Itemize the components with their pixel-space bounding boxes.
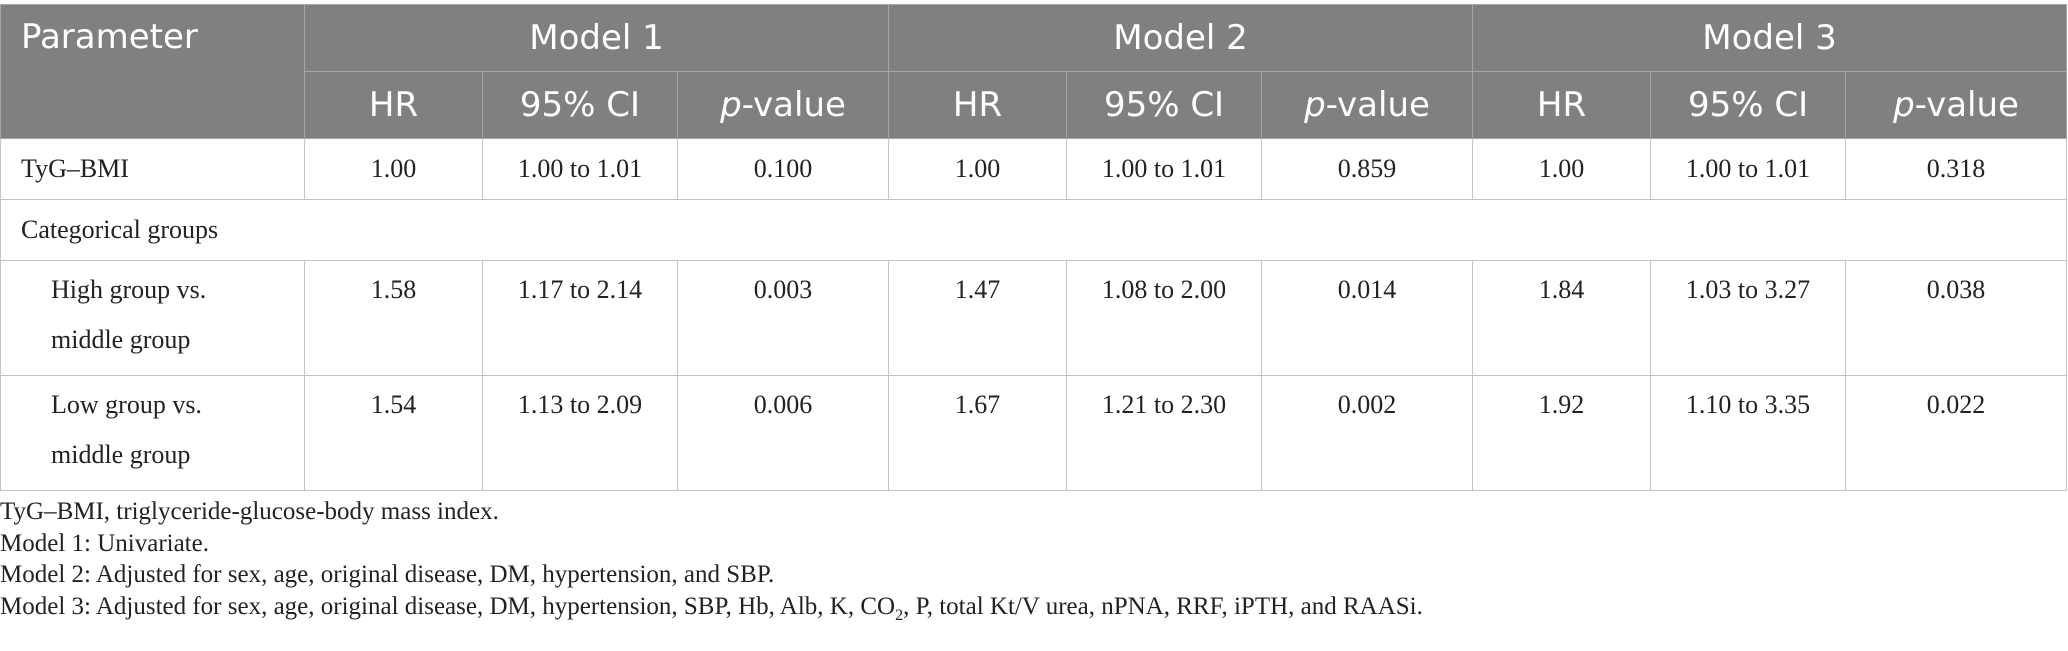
cell-pvalue: 0.014 bbox=[1261, 260, 1474, 376]
cell-hr: 1.00 bbox=[888, 138, 1068, 200]
section-label: Categorical groups bbox=[0, 199, 2068, 261]
row-label: Low group vs. middle group bbox=[0, 375, 305, 491]
header-hr: HR bbox=[888, 71, 1068, 139]
cell-ci: 1.10 to 3.35 bbox=[1650, 375, 1847, 491]
footnote-model-2: Model 2: Adjusted for sex, age, original… bbox=[0, 561, 775, 588]
header-pvalue: p-value bbox=[676, 71, 890, 139]
cell-hr: 1.00 bbox=[1472, 138, 1652, 200]
header-ci: 95% CI bbox=[482, 71, 678, 139]
cell-pvalue: 0.859 bbox=[1261, 138, 1474, 200]
header-ci: 95% CI bbox=[1650, 71, 1847, 139]
cell-pvalue: 0.022 bbox=[1845, 375, 2068, 491]
header-pvalue: p-value bbox=[1845, 71, 2068, 139]
cell-hr: 1.67 bbox=[888, 375, 1068, 491]
header-model-3: Model 3 bbox=[1472, 4, 2068, 72]
cell-ci: 1.00 to 1.01 bbox=[1066, 138, 1263, 200]
header-hr: HR bbox=[304, 71, 483, 139]
cell-hr: 1.00 bbox=[304, 138, 483, 200]
cell-pvalue: 0.002 bbox=[1261, 375, 1474, 491]
cell-pvalue: 0.100 bbox=[676, 138, 890, 200]
cell-pvalue: 0.003 bbox=[676, 260, 890, 376]
table-row: TyG–BMI 1.00 1.00 to 1.01 0.100 1.00 1.0… bbox=[0, 138, 2068, 200]
cell-ci: 1.08 to 2.00 bbox=[1066, 260, 1263, 376]
header-hr: HR bbox=[1472, 71, 1652, 139]
table-row: Low group vs. middle group 1.54 1.13 to 2… bbox=[0, 375, 2068, 491]
cell-hr: 1.84 bbox=[1472, 260, 1652, 376]
row-label: High group vs. middle group bbox=[0, 260, 305, 376]
table-row: High group vs. middle group 1.58 1.17 to … bbox=[0, 260, 2068, 376]
footnote-model-1: Model 1: Univariate. bbox=[0, 529, 209, 557]
cell-hr: 1.92 bbox=[1472, 375, 1652, 491]
cell-pvalue: 0.006 bbox=[676, 375, 890, 491]
header-model-2: Model 2 bbox=[888, 4, 1474, 72]
cell-ci: 1.00 to 1.01 bbox=[482, 138, 678, 200]
header-model-1: Model 1 bbox=[303, 4, 890, 72]
header-parameter: Parameter bbox=[0, 4, 305, 139]
cell-ci: 1.21 to 2.30 bbox=[1066, 375, 1263, 491]
cell-hr: 1.47 bbox=[888, 260, 1068, 376]
table-row: Categorical groups bbox=[0, 199, 2068, 261]
cell-ci: 1.17 to 2.14 bbox=[482, 260, 678, 376]
row-label: TyG–BMI bbox=[0, 138, 305, 200]
footnote-model-3: Model 3: Adjusted for sex, age, original… bbox=[0, 592, 1423, 624]
results-table: Parameter Model 1 Model 2 Model 3 HR 95%… bbox=[0, 4, 2068, 491]
cell-ci: 1.00 to 1.01 bbox=[1650, 138, 1847, 200]
cell-ci: 1.03 to 3.27 bbox=[1650, 260, 1847, 376]
cell-ci: 1.13 to 2.09 bbox=[482, 375, 678, 491]
cell-hr: 1.54 bbox=[304, 375, 483, 491]
cell-hr: 1.58 bbox=[304, 260, 483, 376]
cell-pvalue: 0.038 bbox=[1845, 260, 2068, 376]
footnote-abbreviation: TyG–BMI, triglyceride-glucose-body mass … bbox=[0, 498, 499, 525]
table-footnotes: TyG–BMI, triglyceride-glucose-body mass … bbox=[0, 496, 2060, 631]
header-pvalue: p-value bbox=[1261, 71, 1474, 139]
header-ci: 95% CI bbox=[1066, 71, 1263, 139]
cell-pvalue: 0.318 bbox=[1845, 138, 2068, 200]
